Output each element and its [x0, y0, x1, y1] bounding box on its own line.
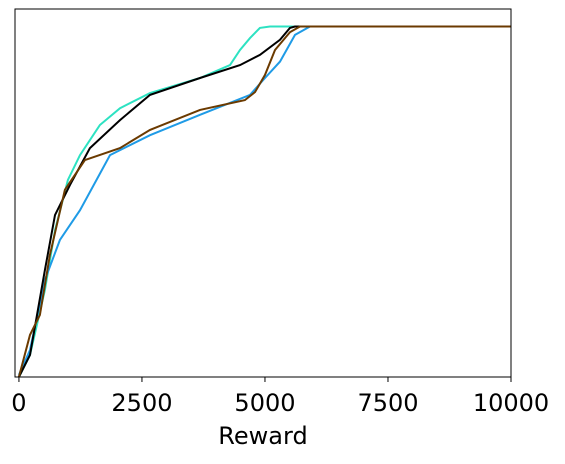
line — [17, 25, 511, 378]
x-tick-label: 2500 — [111, 389, 172, 417]
line — [18, 25, 511, 378]
x-tick-label: 7500 — [357, 389, 418, 417]
line — [17, 25, 511, 376]
x-tick-label: 5000 — [234, 389, 295, 417]
x-axis-label: Reward — [218, 422, 307, 450]
plot-frame — [14, 8, 512, 378]
x-tick-label: 10000 — [473, 389, 549, 417]
x-tick-label: 0 — [11, 389, 26, 417]
